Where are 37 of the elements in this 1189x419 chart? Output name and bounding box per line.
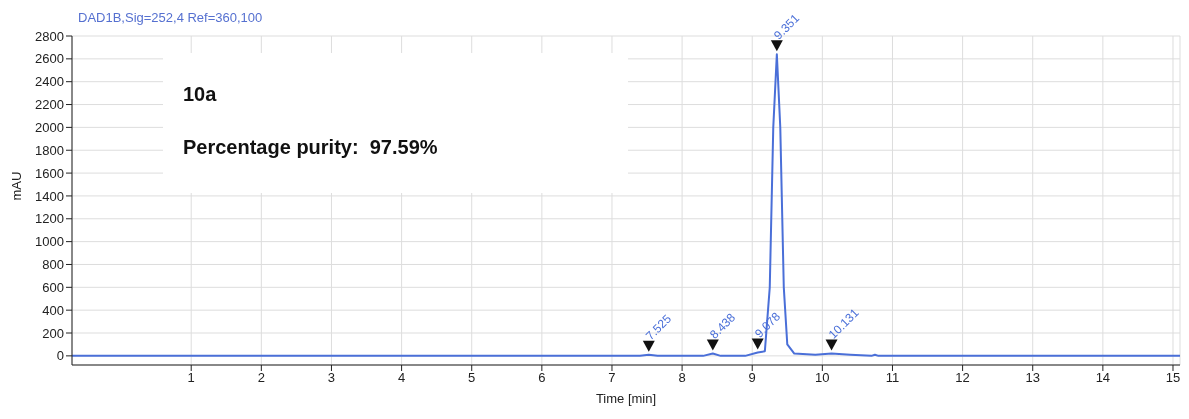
x-tick-label: 8 (678, 370, 686, 386)
y-tick-label: 1800 (35, 142, 64, 158)
y-tick-label: 1000 (35, 234, 64, 250)
y-tick-label: 600 (42, 279, 64, 295)
x-tick-label: 12 (955, 370, 970, 386)
y-tick-label: 2400 (35, 74, 64, 90)
x-tick-label: 7 (608, 370, 616, 386)
y-tick-label: 2800 (35, 28, 64, 44)
x-tick-label: 15 (1165, 370, 1181, 386)
x-tick-label: 6 (538, 370, 546, 386)
line-series (72, 53, 1180, 357)
y-tick-label: 800 (42, 257, 64, 273)
x-tick-label: 4 (397, 370, 406, 386)
x-tick-label: 11 (885, 370, 900, 386)
y-tick-label: 1400 (35, 188, 64, 204)
x-tick-label: 3 (327, 370, 336, 386)
chart-subtitle: DAD1B,Sig=252,4 Ref=360,100 (78, 10, 263, 25)
x-tick-label: 9 (748, 370, 756, 386)
x-tick-label: 10 (815, 370, 830, 386)
annotation: 10a (183, 83, 218, 106)
x-tick-label: 2 (257, 370, 265, 386)
y-tick-label: 0 (56, 348, 64, 364)
annotation: Percentage purity: 97.59% (183, 136, 439, 159)
y-tick-label: 2200 (35, 97, 64, 113)
x-tick-label: 14 (1095, 370, 1111, 386)
y-tick-label: 200 (42, 325, 64, 341)
y-tick-label: 400 (42, 302, 64, 318)
y-tick-label: 1200 (35, 211, 64, 227)
x-axis-title: Time [min] (595, 391, 657, 406)
y-tick-label: 1600 (35, 165, 64, 181)
y-tick-label: 2000 (35, 120, 64, 135)
x-tick-label: 13 (1025, 370, 1040, 386)
x-tick-label: 5 (468, 370, 476, 386)
y-axis-title: mAU (8, 171, 24, 201)
y-tick-label: 2600 (35, 51, 64, 67)
text-box: 10a Percentage purity: 97.59% (163, 53, 628, 193)
x-tick-label: 1 (187, 370, 195, 386)
